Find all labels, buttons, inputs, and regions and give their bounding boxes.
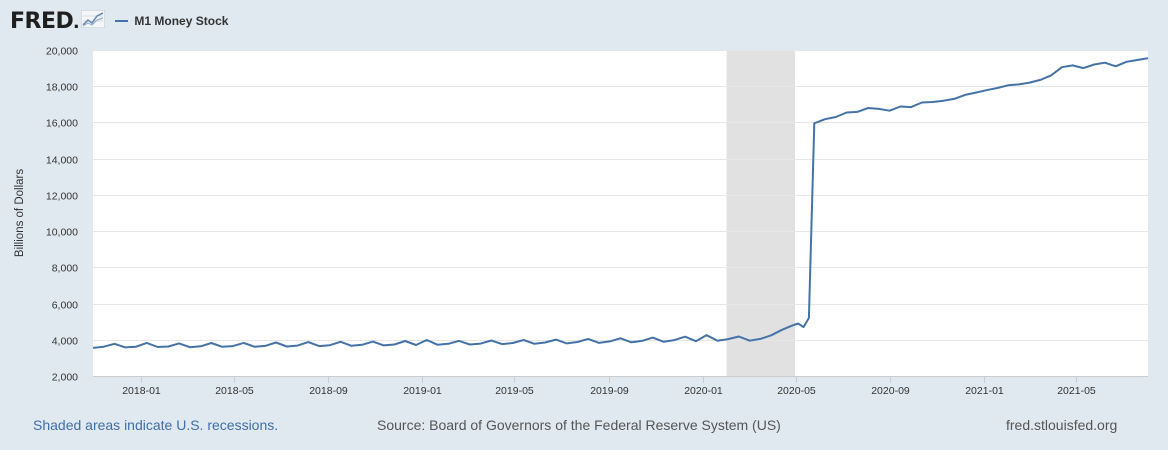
y-tick-label: 16,000: [46, 118, 78, 130]
x-tick-label: 2019-01: [403, 385, 442, 397]
legend-swatch: [115, 20, 129, 22]
x-tick-label: 2020-05: [777, 385, 816, 397]
y-tick-label: 12,000: [46, 191, 78, 203]
y-tick-label: 8,000: [52, 263, 78, 275]
x-tick-label: 2019-09: [590, 385, 629, 397]
y-tick-label: 14,000: [46, 155, 78, 167]
recession-shading-layer: [726, 50, 796, 376]
legend[interactable]: M1 Money Stock: [115, 14, 228, 28]
y-tick-label: 18,000: [46, 82, 78, 94]
y-tick-label: 2,000: [52, 372, 78, 384]
recession-note-link[interactable]: Shaded areas indicate U.S. recessions.: [33, 417, 279, 433]
recession-shade: [726, 50, 796, 376]
y-axis-label: Billions of Dollars: [14, 169, 26, 257]
site-url: fred.stlouisfed.org: [1006, 417, 1118, 433]
plot-background: [93, 50, 1148, 376]
x-tick-label: 2018-05: [215, 385, 254, 397]
y-tick-label: 10,000: [46, 227, 78, 239]
x-tick-label: 2021-05: [1057, 385, 1096, 397]
legend-label: M1 Money Stock: [134, 14, 229, 28]
fred-logo[interactable]: FRED: [10, 8, 74, 34]
chart: 2,000 4,000 6,000 8,000 10,000 12,000 14,000 16…: [14, 46, 1149, 397]
x-tick-label: 2018-01: [122, 385, 161, 397]
x-tick-label: 2018-09: [309, 385, 348, 397]
fred-logo-dot: .: [73, 8, 80, 33]
series-line[interactable]: [92, 57, 1149, 349]
y-tick-label: 6,000: [52, 300, 78, 312]
y-tick-label: 20,000: [46, 46, 78, 58]
x-axis-ticks: 2018-01 2018-05 2018-09 2019-01 2019-05 2019-…: [93, 376, 1148, 397]
y-tick-label: 4,000: [52, 336, 78, 348]
x-tick-label: 2020-09: [871, 385, 910, 397]
fred-logo-chart-icon: [81, 10, 106, 28]
y-axis-ticks: 2,000 4,000 6,000 8,000 10,000 12,000 14,000 16…: [46, 46, 78, 384]
x-tick-label: 2021-01: [965, 385, 1004, 397]
source-text: Source: Board of Governors of the Federa…: [377, 417, 781, 433]
chart-header: FRED. M1 Money Stock: [10, 8, 228, 34]
x-tick-label: 2020-01: [684, 385, 723, 397]
x-tick-label: 2019-05: [495, 385, 534, 397]
